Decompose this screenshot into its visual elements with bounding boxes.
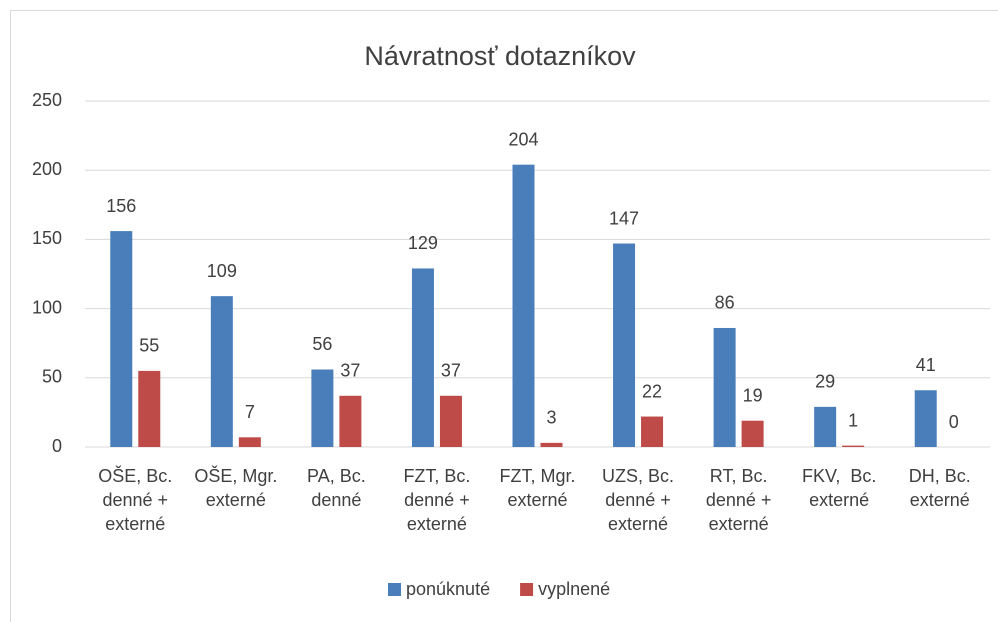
bar bbox=[110, 231, 133, 447]
bar bbox=[512, 164, 535, 447]
chart-border bbox=[10, 10, 998, 622]
value-label: 55 bbox=[139, 336, 159, 356]
y-tick-label: 250 bbox=[32, 90, 62, 110]
x-tick-label: FZT, Bc. denné + externé bbox=[403, 466, 476, 534]
bar bbox=[741, 420, 764, 447]
value-label: 1 bbox=[848, 410, 858, 430]
bar bbox=[914, 390, 937, 447]
value-label: 147 bbox=[609, 208, 639, 228]
y-tick-label: 0 bbox=[52, 436, 62, 456]
x-tick-label: FKV, Bc. externé bbox=[801, 466, 882, 510]
x-tick-label: UZS, Bc. denné + externé bbox=[602, 466, 680, 534]
bar bbox=[641, 416, 664, 447]
bar bbox=[411, 268, 434, 447]
y-tick-label: 150 bbox=[32, 228, 62, 248]
legend-label: ponúknuté bbox=[406, 579, 490, 599]
value-label: 204 bbox=[508, 129, 538, 149]
y-tick-label: 200 bbox=[32, 159, 62, 179]
legend-label: vyplnené bbox=[538, 579, 610, 599]
value-label: 22 bbox=[642, 381, 662, 401]
value-label: 41 bbox=[916, 355, 936, 375]
bar bbox=[842, 445, 865, 447]
value-label: 156 bbox=[106, 196, 136, 216]
bar bbox=[814, 406, 837, 447]
bar bbox=[439, 395, 462, 447]
value-label: 3 bbox=[546, 408, 556, 428]
bar bbox=[238, 437, 261, 447]
x-tick-label: RT, Bc. denné + externé bbox=[705, 466, 777, 534]
value-label: 37 bbox=[441, 361, 461, 381]
value-label: 0 bbox=[949, 412, 959, 432]
legend-swatch bbox=[388, 583, 401, 596]
bar bbox=[138, 370, 161, 447]
bar bbox=[210, 296, 233, 447]
value-label: 19 bbox=[743, 385, 763, 405]
bar bbox=[339, 395, 362, 447]
value-label: 109 bbox=[207, 261, 237, 281]
x-tick-label: FZT, Mgr. externé bbox=[499, 466, 581, 510]
bar bbox=[613, 243, 636, 447]
bar bbox=[540, 442, 563, 447]
chart-title: Návratnosť dotazníkov bbox=[364, 41, 636, 71]
bar bbox=[713, 327, 736, 447]
x-tick-label: OŠE, Mgr. externé bbox=[194, 466, 283, 510]
y-tick-label: 50 bbox=[42, 367, 62, 387]
x-tick-label: PA, Bc. denné bbox=[307, 466, 371, 510]
y-tick-label: 100 bbox=[32, 297, 62, 317]
value-label: 86 bbox=[715, 293, 735, 313]
x-tick-label: OŠE, Bc. denné + externé bbox=[98, 466, 178, 534]
x-tick-label: DH, Bc. externé bbox=[908, 466, 976, 510]
legend-swatch bbox=[520, 583, 534, 596]
value-label: 29 bbox=[815, 372, 835, 392]
value-label: 37 bbox=[340, 361, 360, 381]
value-label: 56 bbox=[312, 334, 332, 354]
value-label: 7 bbox=[245, 402, 255, 422]
bar bbox=[311, 369, 334, 447]
value-label: 129 bbox=[408, 233, 438, 253]
